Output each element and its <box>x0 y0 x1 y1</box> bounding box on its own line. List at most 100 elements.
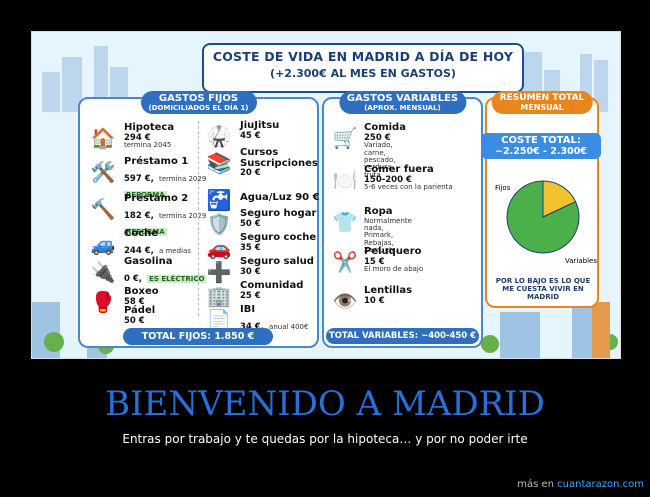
shield-home-icon: 🛡️ <box>206 212 232 236</box>
books-icon: 📚 <box>206 151 232 175</box>
item-name: Seguro salud <box>240 256 314 267</box>
item-note: Variado, carne, pescado, verdura, fruta <box>364 141 396 179</box>
item-note: termina 2029 <box>158 211 207 220</box>
variable-subtitle: (APROX. MENSUAL) <box>364 104 441 112</box>
caption-title: BIENVENIDO A MADRID <box>105 384 545 424</box>
item-name: Comunidad <box>240 280 304 291</box>
item-name: Préstamo 2 <box>124 193 189 204</box>
item-name: Coche <box>124 228 159 239</box>
item-value: 34 €, <box>240 321 264 332</box>
item-name: Préstamo 1 <box>124 156 189 167</box>
pie-slice-variables <box>542 180 577 218</box>
item-note: 5-6 veces con la parienta <box>364 183 453 192</box>
groceries-icon: 🛒 <box>332 126 358 150</box>
item-value: 25 € <box>240 290 261 301</box>
item-value: 45 € <box>240 130 261 141</box>
item-value: 182 €, <box>124 210 154 221</box>
item-name: Lentillas <box>364 285 413 296</box>
pie-legend-fijos: Fijos <box>495 184 511 192</box>
scissors-icon: ✂️ <box>332 250 358 274</box>
pie-slice-fijos <box>506 180 580 254</box>
summary-note: POR LO BAJO ES LO QUE ME CUESTA VIVIR EN… <box>495 277 591 301</box>
hammer-icon: 🔨 <box>90 197 116 221</box>
variable-title: GASTOS VARIABLES <box>346 93 459 104</box>
car-icon: 🚙 <box>90 232 116 256</box>
item-note: El moro de abajo <box>364 265 424 274</box>
reform-tag: REFORMA <box>124 228 167 237</box>
item-value: 50 € <box>124 315 145 326</box>
item-name: Suscripciones <box>240 157 318 169</box>
item-note: termina 2045 <box>124 141 172 150</box>
summary-panel: RESUMEN TOTAL MENSUAL COSTE TOTAL: ~2.25… <box>481 91 601 308</box>
infographic: COSTE DE VIDA EN MADRID A DÍA DE HOY (+2… <box>31 31 621 359</box>
item-value: 58 € <box>124 296 145 307</box>
column-divider <box>198 121 199 316</box>
item-value: 30 € <box>240 266 261 277</box>
item-name: Gasolina <box>124 256 173 267</box>
footer-site-link[interactable]: cuantarazon.com <box>557 479 644 490</box>
summary-subtitle: MENSUAL <box>520 103 564 112</box>
total-cost-box: COSTE TOTAL: ~2.250€ - 2.300€ <box>481 133 601 159</box>
item-name: Peluquero <box>364 246 422 257</box>
electric-tag: ES ELÉCTRICO <box>147 274 207 283</box>
item-name: Pádel <box>124 305 156 317</box>
total-cost-label: COSTE TOTAL: <box>501 135 581 146</box>
summary-title: RESUMEN TOTAL <box>499 93 585 103</box>
item-value: 597 €, <box>124 173 154 184</box>
item-note: Normalmente nada, Primark, Rebajas, Zara… <box>364 216 412 254</box>
item-name: Agua/Luz 90 € <box>240 192 320 203</box>
poster-title: COSTE DE VIDA EN MADRID A DÍA DE HOY <box>212 49 514 64</box>
item-name: IBI <box>240 304 256 315</box>
item-note: anual 400€ <box>269 322 309 331</box>
shield-car-icon: 🚗 <box>206 236 232 260</box>
building-icon: 🏢 <box>206 284 232 308</box>
item-name: Seguro coche <box>240 232 317 243</box>
health-cross-icon: ➕ <box>206 260 232 284</box>
lens-case-icon: 👁️ <box>332 289 358 313</box>
fixed-total: TOTAL FIJOS: 1.850 € <box>123 328 273 345</box>
item-value: 50 € <box>240 218 261 229</box>
variable-header: GASTOS VARIABLES (APROX. MENSUAL) <box>338 91 467 114</box>
item-note: termina 2029 <box>158 174 207 183</box>
variable-total: TOTAL VARIABLES: ~400-450 € <box>326 328 479 344</box>
total-cost-value: ~2.250€ - 2.300€ <box>495 146 587 157</box>
item-name: Ropa <box>364 206 393 217</box>
reform-tag: REFORMA <box>124 191 167 200</box>
fixed-header: GASTOS FIJOS (DOMICILIADOS EL DÍA 1) <box>140 91 257 114</box>
title-banner: COSTE DE VIDA EN MADRID A DÍA DE HOY (+2… <box>202 43 524 93</box>
fixed-title: GASTOS FIJOS <box>158 93 239 104</box>
clothes-icon: 👕 <box>332 210 358 234</box>
footer: más en cuantarazon.com <box>517 479 644 490</box>
item-name: Boxeo <box>124 286 159 297</box>
fixed-subtitle: (DOMICILIADOS EL DÍA 1) <box>148 104 249 112</box>
poster-subtitle: (+2.300€ AL MES EN GASTOS) <box>270 67 456 80</box>
ev-car-icon: 🔌 <box>90 260 116 284</box>
footer-prefix: más en <box>517 479 554 490</box>
item-value: 0 €, <box>124 273 143 284</box>
faucet-icon: 🚰 <box>206 188 232 212</box>
cost-pie-chart <box>506 180 580 254</box>
caption-subtitle: Entras por trabajo y te quedas por la hi… <box>122 432 528 446</box>
martial-arts-icon: 🥋 <box>206 124 232 148</box>
tools-icon: 🛠️ <box>90 160 116 184</box>
item-value: 15 € <box>364 256 385 267</box>
variable-expenses-panel: GASTOS VARIABLES (APROX. MENSUAL) 🛒 Comi… <box>322 91 483 348</box>
item-name: Seguro hogar <box>240 208 317 219</box>
item-value: 294 € <box>124 132 151 143</box>
boxing-glove-icon: 🥊 <box>90 290 116 314</box>
item-value: 35 € <box>240 242 261 253</box>
item-name: Hipoteca <box>124 122 175 133</box>
item-name: Comida <box>364 122 406 133</box>
dinner-icon: 🍽️ <box>332 168 358 192</box>
item-value: 250 € <box>364 132 391 143</box>
item-value: 10 € <box>364 295 385 306</box>
item-name: JiuJitsu <box>240 120 280 131</box>
fixed-expenses-panel: GASTOS FIJOS (DOMICILIADOS EL DÍA 1) 🏠 H… <box>78 91 320 348</box>
item-note: a medias <box>158 246 191 255</box>
item-name: Comer fuera <box>364 164 434 175</box>
summary-header: RESUMEN TOTAL MENSUAL <box>491 91 593 114</box>
pie-legend-variables: Variables <box>565 257 597 265</box>
item-value: 20 € <box>240 168 261 178</box>
item-value: 244 €, <box>124 245 154 256</box>
item-value: 150-200 € <box>364 174 412 185</box>
